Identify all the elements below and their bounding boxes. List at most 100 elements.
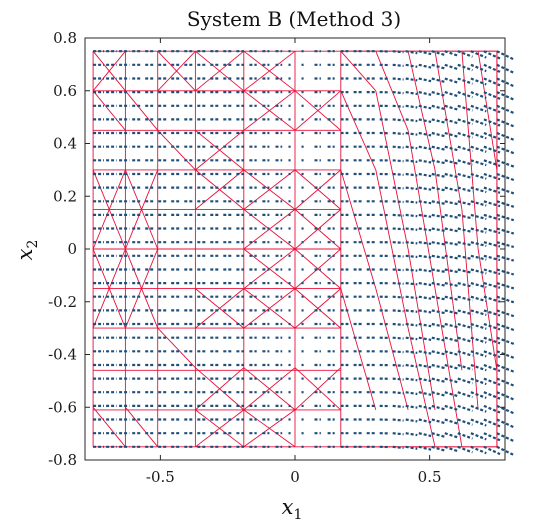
field-arrow xyxy=(457,322,473,330)
field-arrow xyxy=(470,159,487,167)
field-arrow xyxy=(418,445,432,451)
field-arrow xyxy=(457,363,473,371)
field-arrow xyxy=(457,227,473,234)
mesh-edge xyxy=(340,169,377,289)
field-arrow xyxy=(444,254,459,260)
mesh-edge xyxy=(294,169,342,210)
mesh-edge xyxy=(92,407,126,448)
field-arrow xyxy=(470,241,487,247)
mesh-edge xyxy=(243,169,296,210)
field-arrow xyxy=(405,404,418,409)
field-arrow xyxy=(457,404,473,412)
field-arrow xyxy=(418,322,432,328)
field-arrow xyxy=(418,118,432,123)
field-arrow xyxy=(496,309,515,318)
field-arrow xyxy=(392,254,404,258)
field-arrow xyxy=(496,282,515,290)
field-arrow xyxy=(444,241,459,246)
mesh-edge xyxy=(124,248,159,329)
field-arrow xyxy=(483,227,501,235)
field-arrow xyxy=(496,213,515,222)
field-arrow xyxy=(405,295,418,300)
field-arrow xyxy=(392,363,404,367)
mesh-edge xyxy=(407,328,436,447)
field-arrow xyxy=(457,186,473,193)
field-arrow xyxy=(418,145,432,151)
field-arrow xyxy=(431,77,446,84)
field-arrow xyxy=(457,50,473,58)
field-arrow xyxy=(392,418,404,422)
mesh-edge xyxy=(434,51,463,210)
field-arrow xyxy=(483,159,501,167)
field-arrow xyxy=(444,350,459,357)
field-arrow xyxy=(470,295,487,303)
field-arrow xyxy=(470,254,487,261)
field-arrow xyxy=(431,104,446,111)
field-arrow xyxy=(405,145,418,150)
field-arrow xyxy=(405,268,418,272)
field-arrow xyxy=(483,77,501,87)
field-arrow xyxy=(431,159,446,165)
field-arrow xyxy=(405,118,418,123)
field-arrow xyxy=(444,295,459,301)
field-arrow xyxy=(496,186,515,195)
field-arrow xyxy=(431,145,446,151)
field-arrow xyxy=(418,159,432,164)
field-arrow xyxy=(496,336,515,345)
field-arrow xyxy=(431,186,446,192)
field-arrow xyxy=(444,159,459,165)
y-tick-label: 0.2 xyxy=(53,187,77,205)
field-arrow xyxy=(444,432,460,439)
field-arrow xyxy=(496,91,515,101)
field-arrow xyxy=(457,241,473,247)
field-arrow xyxy=(483,50,501,60)
field-arrow xyxy=(470,200,487,207)
field-arrow xyxy=(418,363,432,369)
field-arrow xyxy=(405,200,418,204)
field-arrow xyxy=(496,118,515,128)
field-arrow xyxy=(457,91,473,99)
field-arrow xyxy=(483,63,501,73)
field-arrow xyxy=(392,200,404,204)
field-arrow xyxy=(444,309,459,315)
y-tick-label: 0.4 xyxy=(53,135,77,153)
field-arrow xyxy=(405,363,418,368)
field-arrow xyxy=(470,213,487,221)
field-arrow xyxy=(392,118,404,122)
field-arrow xyxy=(444,404,460,412)
field-arrow xyxy=(470,77,487,86)
field-arrow xyxy=(405,432,418,437)
field-arrow xyxy=(470,145,487,153)
field-arrow xyxy=(483,118,501,127)
field-arrow xyxy=(496,418,515,429)
mesh-edge xyxy=(375,90,409,250)
field-arrow xyxy=(496,268,515,276)
field-arrow xyxy=(418,254,432,259)
field-arrow xyxy=(418,432,432,438)
field-arrow xyxy=(431,336,446,342)
mesh-edge xyxy=(92,169,126,250)
field-arrow xyxy=(496,377,515,387)
field-arrow xyxy=(431,50,446,57)
field-arrow xyxy=(431,432,446,438)
field-arrow xyxy=(431,200,446,205)
field-arrow xyxy=(457,104,473,112)
field-arrow xyxy=(496,159,515,168)
field-arrow xyxy=(470,350,487,358)
field-arrow xyxy=(496,350,515,359)
field-arrow xyxy=(418,404,432,410)
field-arrow xyxy=(470,363,487,372)
field-arrow xyxy=(418,213,432,218)
mesh-edge xyxy=(195,129,245,171)
x-axis-ticks: -0.5 0 0.5 xyxy=(146,38,442,486)
field-arrow xyxy=(483,322,501,331)
field-arrow xyxy=(483,404,501,414)
field-arrow xyxy=(431,404,446,411)
field-arrow xyxy=(392,104,404,108)
field-arrow xyxy=(392,186,404,190)
field-arrow xyxy=(483,200,501,208)
field-arrow xyxy=(405,172,418,177)
field-arrow xyxy=(470,282,487,289)
field-arrow xyxy=(470,404,487,413)
